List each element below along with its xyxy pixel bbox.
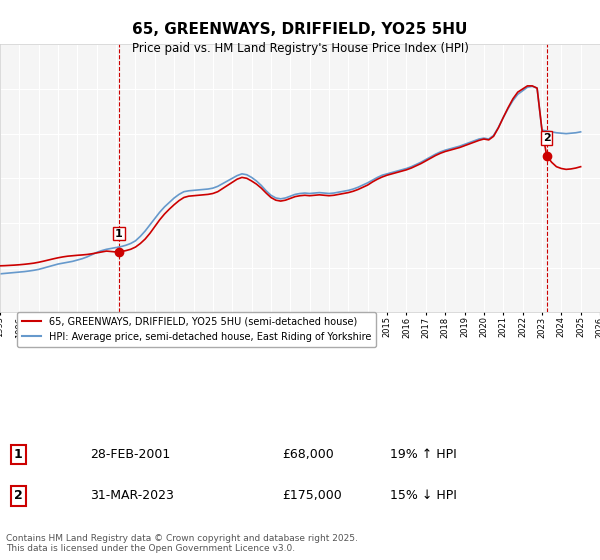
Text: 19% ↑ HPI: 19% ↑ HPI (390, 448, 457, 461)
Text: Price paid vs. HM Land Registry's House Price Index (HPI): Price paid vs. HM Land Registry's House … (131, 42, 469, 55)
Text: 31-MAR-2023: 31-MAR-2023 (90, 489, 174, 502)
Text: 2: 2 (543, 133, 551, 143)
Text: 2: 2 (14, 489, 22, 502)
Text: 28-FEB-2001: 28-FEB-2001 (90, 448, 170, 461)
Text: 1: 1 (115, 228, 123, 239)
Text: £175,000: £175,000 (282, 489, 342, 502)
Text: £68,000: £68,000 (282, 448, 334, 461)
Legend: 65, GREENWAYS, DRIFFIELD, YO25 5HU (semi-detached house), HPI: Average price, se: 65, GREENWAYS, DRIFFIELD, YO25 5HU (semi… (17, 312, 376, 347)
Text: 1: 1 (14, 448, 22, 461)
Text: 65, GREENWAYS, DRIFFIELD, YO25 5HU: 65, GREENWAYS, DRIFFIELD, YO25 5HU (133, 22, 467, 38)
Text: 15% ↓ HPI: 15% ↓ HPI (390, 489, 457, 502)
Text: Contains HM Land Registry data © Crown copyright and database right 2025.
This d: Contains HM Land Registry data © Crown c… (6, 534, 358, 553)
